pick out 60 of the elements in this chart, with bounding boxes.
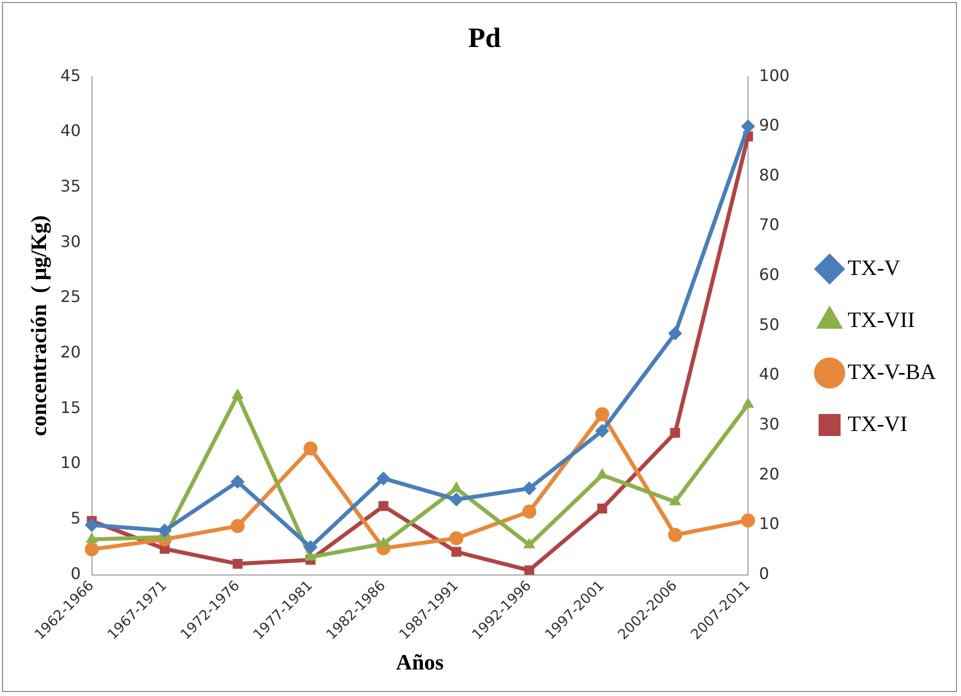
point xyxy=(669,494,682,506)
point xyxy=(377,536,390,548)
point xyxy=(668,326,682,340)
y2-tick-label: 70 xyxy=(759,215,780,234)
y2-tick-label: 20 xyxy=(759,464,780,484)
point xyxy=(449,531,464,546)
y-tick-label: 15 xyxy=(60,398,81,417)
y2-tick-label: 30 xyxy=(759,414,780,434)
point xyxy=(86,532,98,543)
legend-label: TX-V-BA xyxy=(848,358,936,384)
legend-label: TX-VI xyxy=(848,410,908,436)
point xyxy=(596,468,608,479)
y2-tick-label: 90 xyxy=(759,116,780,135)
point xyxy=(595,407,610,422)
point xyxy=(742,397,754,408)
point xyxy=(378,501,388,511)
y-tick-label: 25 xyxy=(60,287,81,306)
chart-title: Pd xyxy=(468,23,502,54)
point xyxy=(158,523,172,538)
point xyxy=(84,542,99,556)
x-axis-title: Años xyxy=(396,649,444,674)
y2-tick-label: 10 xyxy=(759,514,780,534)
y2-tick-label: 0 xyxy=(759,564,770,583)
y-tick-label: 0 xyxy=(70,564,81,583)
legend-label: TX-V xyxy=(848,254,900,280)
y-tick-label: 45 xyxy=(60,66,81,85)
y-tick-label: 40 xyxy=(60,121,81,140)
y2-tick-label: 40 xyxy=(759,364,780,384)
point xyxy=(597,504,608,514)
legend-label: TX-VII xyxy=(848,306,915,332)
point xyxy=(523,538,536,548)
point xyxy=(304,442,318,456)
y2-tick-label: 60 xyxy=(759,265,780,284)
point xyxy=(522,481,536,496)
point xyxy=(232,558,243,569)
y2-tick-label: 50 xyxy=(759,314,780,334)
point xyxy=(304,540,318,554)
point xyxy=(741,119,756,134)
point xyxy=(741,514,756,528)
y-tick-label: 35 xyxy=(60,176,81,196)
point xyxy=(522,504,536,519)
y-tick-label: 20 xyxy=(60,342,81,362)
y-tick-label: 30 xyxy=(60,232,81,251)
point xyxy=(230,519,245,534)
y2-tick-label: 80 xyxy=(759,165,780,184)
point xyxy=(668,528,682,542)
point xyxy=(450,481,462,492)
point xyxy=(84,518,99,532)
y2-tick-label: 100 xyxy=(759,66,790,85)
point xyxy=(451,546,462,557)
point xyxy=(449,492,464,506)
point xyxy=(232,388,244,399)
point xyxy=(376,471,390,486)
y-tick-label: 10 xyxy=(60,453,81,472)
y-tick-label: 5 xyxy=(70,508,81,528)
point xyxy=(670,428,680,438)
point xyxy=(524,565,534,575)
y-axis-title: concentración ( μg/Kg) xyxy=(26,215,51,436)
point xyxy=(595,424,610,438)
point xyxy=(230,474,245,489)
